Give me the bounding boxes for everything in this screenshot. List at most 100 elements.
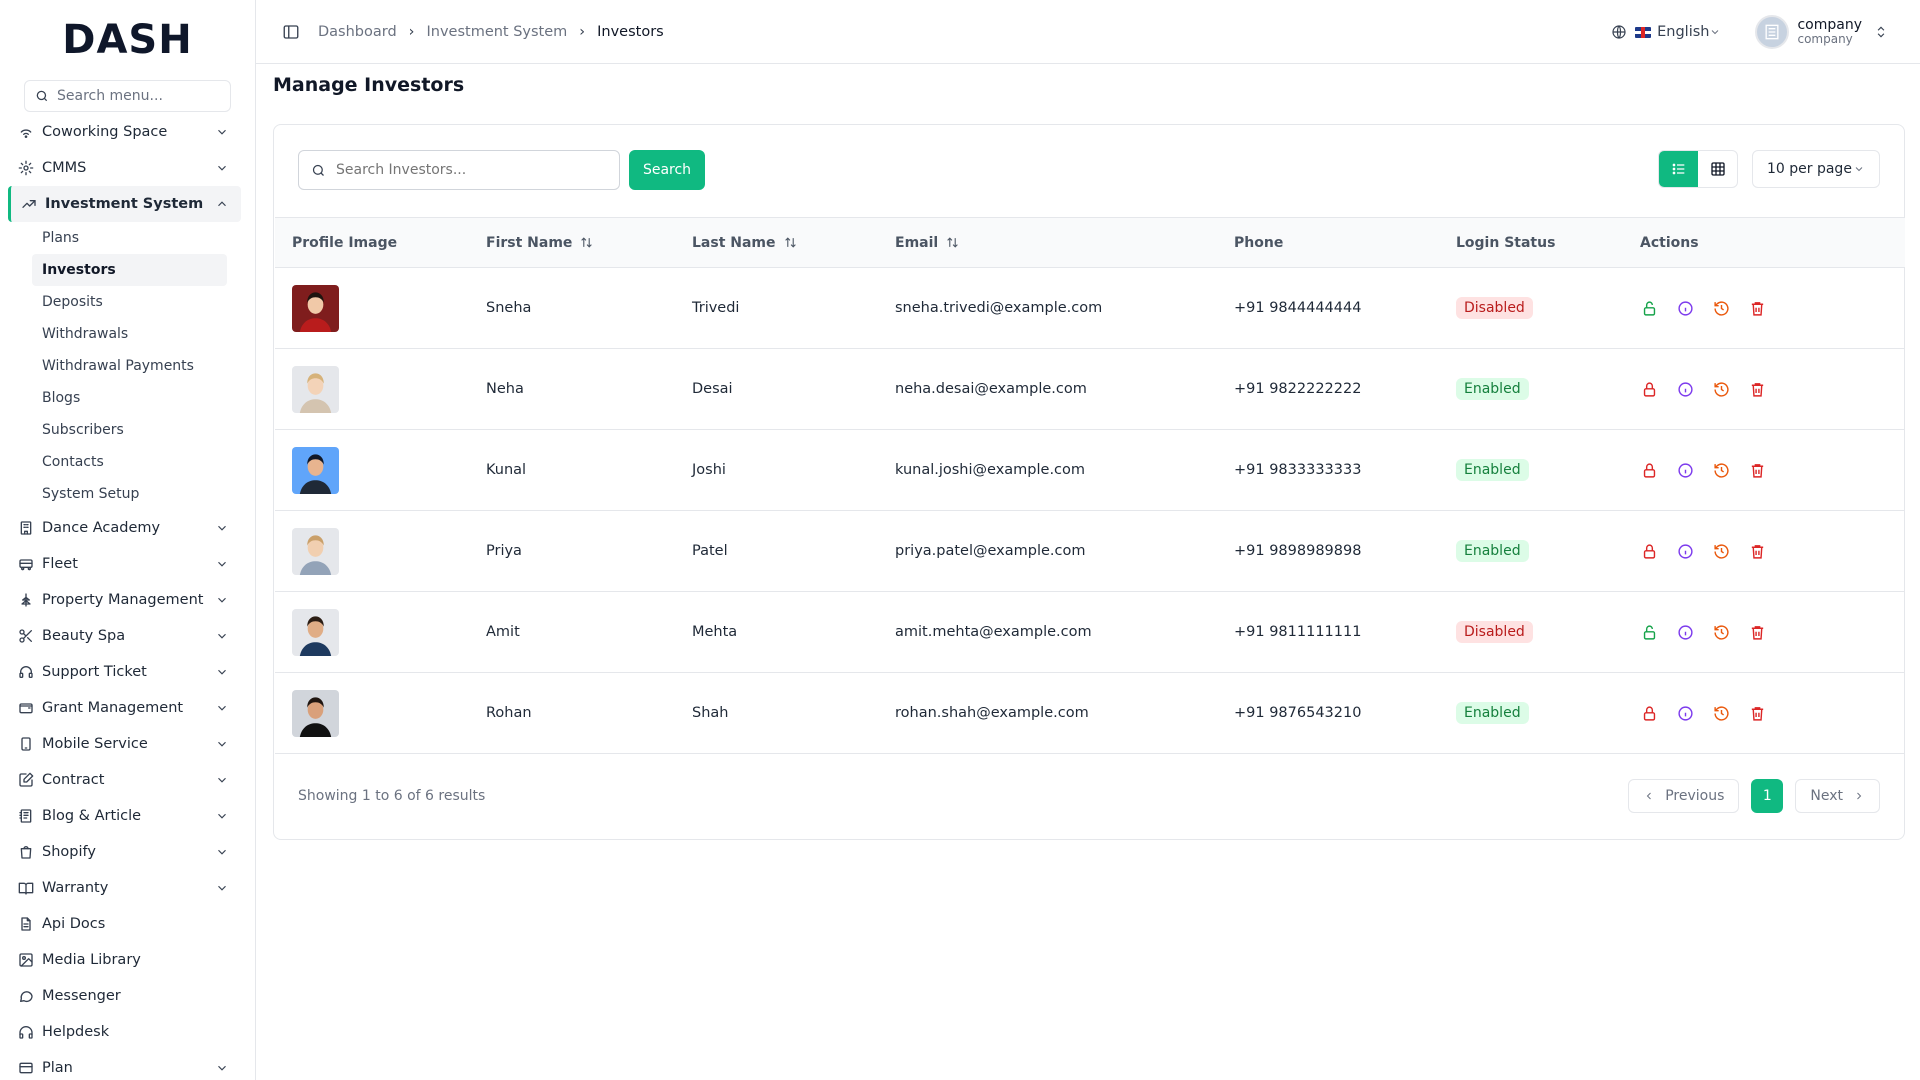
document-icon [18,916,34,932]
info-icon[interactable] [1676,299,1694,317]
shopping-bag-icon [18,844,34,860]
history-icon[interactable] [1712,704,1730,722]
sidebar-item-plan[interactable]: Plan [0,1050,255,1080]
sidebar-item-investment-system[interactable]: Investment System [8,186,241,222]
sidebar-search-input[interactable]: Search menu... [24,80,231,112]
lock-icon[interactable] [1640,461,1658,479]
sidebar-item-coworking-space[interactable]: Coworking Space [0,114,255,150]
unlock-icon[interactable] [1640,299,1658,317]
first-name-cell: Kunal [486,462,527,478]
submenu-item-investors[interactable]: Investors [32,254,227,286]
per-page-select[interactable]: 10 per page [1752,150,1880,188]
delete-icon[interactable] [1748,704,1766,722]
delete-icon[interactable] [1748,542,1766,560]
sort-icon[interactable] [784,236,797,249]
submenu-item-withdrawal-payments[interactable]: Withdrawal Payments [42,358,194,374]
sidebar-item-fleet[interactable]: Fleet [0,546,255,582]
lock-icon[interactable] [1640,542,1658,560]
column-header-first-name[interactable]: First Name [469,218,675,268]
chevron-up-icon [218,201,226,207]
sidebar-item-label: Api Docs [42,916,106,932]
delete-icon[interactable] [1748,299,1766,317]
delete-icon[interactable] [1748,461,1766,479]
history-icon[interactable] [1712,380,1730,398]
search-button[interactable]: Search [629,150,705,190]
sidebar-item-support-ticket[interactable]: Support Ticket [0,654,255,690]
chevrons-up-down-icon [1877,26,1885,38]
breadcrumb-investment-system[interactable]: Investment System [426,23,568,40]
wallet-icon [18,700,34,716]
user-menu[interactable]: company company [1755,15,1888,49]
sidebar-item-label: Messenger [42,988,121,1004]
column-header-label: Last Name [692,234,776,251]
page-number-button[interactable]: 1 [1751,779,1784,813]
login-status-cell: Disabled [1439,268,1623,349]
submenu-item-plans[interactable]: Plans [42,230,80,246]
history-icon[interactable] [1712,542,1730,560]
column-header-label: Profile Image [292,234,398,251]
sidebar-item-messenger[interactable]: Messenger [0,978,255,1014]
first-name-cell: Neha [486,381,524,397]
sidebar-item-contract[interactable]: Contract [0,762,255,798]
column-header-email[interactable]: Email [878,218,1217,268]
previous-page-button[interactable]: Previous [1628,779,1740,813]
history-icon[interactable] [1712,299,1730,317]
investor-search-input[interactable] [336,162,606,178]
sidebar-toggle-icon[interactable] [282,23,300,41]
info-icon[interactable] [1676,623,1694,641]
status-badge: Enabled [1456,540,1529,562]
grid-view-button[interactable] [1698,151,1737,187]
history-icon[interactable] [1712,623,1730,641]
column-header-label: Phone [1234,234,1284,251]
sidebar-item-dance-academy[interactable]: Dance Academy [0,510,255,546]
brand-logo[interactable]: DASH [0,0,255,80]
submenu-item-subscribers[interactable]: Subscribers [42,422,124,438]
submenu-item-blogs[interactable]: Blogs [42,390,81,406]
info-icon[interactable] [1676,542,1694,560]
sidebar-item-api-docs[interactable]: Api Docs [0,906,255,942]
sidebar-item-grant-management[interactable]: Grant Management [0,690,255,726]
sidebar-item-beauty-spa[interactable]: Beauty Spa [0,618,255,654]
info-icon[interactable] [1676,380,1694,398]
tree-icon [18,592,34,608]
next-page-button[interactable]: Next [1795,779,1880,813]
table-toolbar: Search 10 per page [274,125,1904,217]
last-name-cell: Trivedi [692,300,740,316]
sort-icon[interactable] [946,236,959,249]
sidebar-item-blog-and-article[interactable]: Blog & Article [0,798,255,834]
sidebar-item-cmms[interactable]: CMMS [0,150,255,186]
sidebar-item-media-library[interactable]: Media Library [0,942,255,978]
profile-image-cell [275,268,469,349]
sidebar-item-shopify[interactable]: Shopify [0,834,255,870]
chevron-down-icon [218,597,226,603]
language-selector[interactable]: English [1611,24,1721,40]
breadcrumb-dashboard[interactable]: Dashboard [318,23,397,40]
email-cell: kunal.joshi@example.com [895,462,1086,478]
list-view-button[interactable] [1659,151,1698,187]
lock-icon[interactable] [1640,704,1658,722]
profile-image-cell [275,673,469,754]
delete-icon[interactable] [1748,623,1766,641]
submenu-item-contacts[interactable]: Contacts [42,454,104,470]
sidebar-item-helpdesk[interactable]: Helpdesk [0,1014,255,1050]
submenu-item-system-setup[interactable]: System Setup [42,486,140,502]
sidebar-item-warranty[interactable]: Warranty [0,870,255,906]
submenu-item-deposits[interactable]: Deposits [42,294,103,310]
delete-icon[interactable] [1748,380,1766,398]
login-status-cell: Disabled [1439,592,1623,673]
sort-icon[interactable] [580,236,593,249]
column-header-last-name[interactable]: Last Name [675,218,878,268]
grid-icon [1710,162,1725,176]
investor-search-field[interactable] [298,150,620,190]
breadcrumb-investors: Investors [597,23,664,40]
unlock-icon[interactable] [1640,623,1658,641]
history-icon[interactable] [1712,461,1730,479]
sidebar-item-label: Property Management [42,592,204,608]
submenu-item-withdrawals[interactable]: Withdrawals [42,326,129,342]
sidebar-item-property-management[interactable]: Property Management [0,582,255,618]
sidebar-item-mobile-service[interactable]: Mobile Service [0,726,255,762]
info-icon[interactable] [1676,704,1694,722]
user-name: company [1797,16,1862,33]
lock-icon[interactable] [1640,380,1658,398]
info-icon[interactable] [1676,461,1694,479]
